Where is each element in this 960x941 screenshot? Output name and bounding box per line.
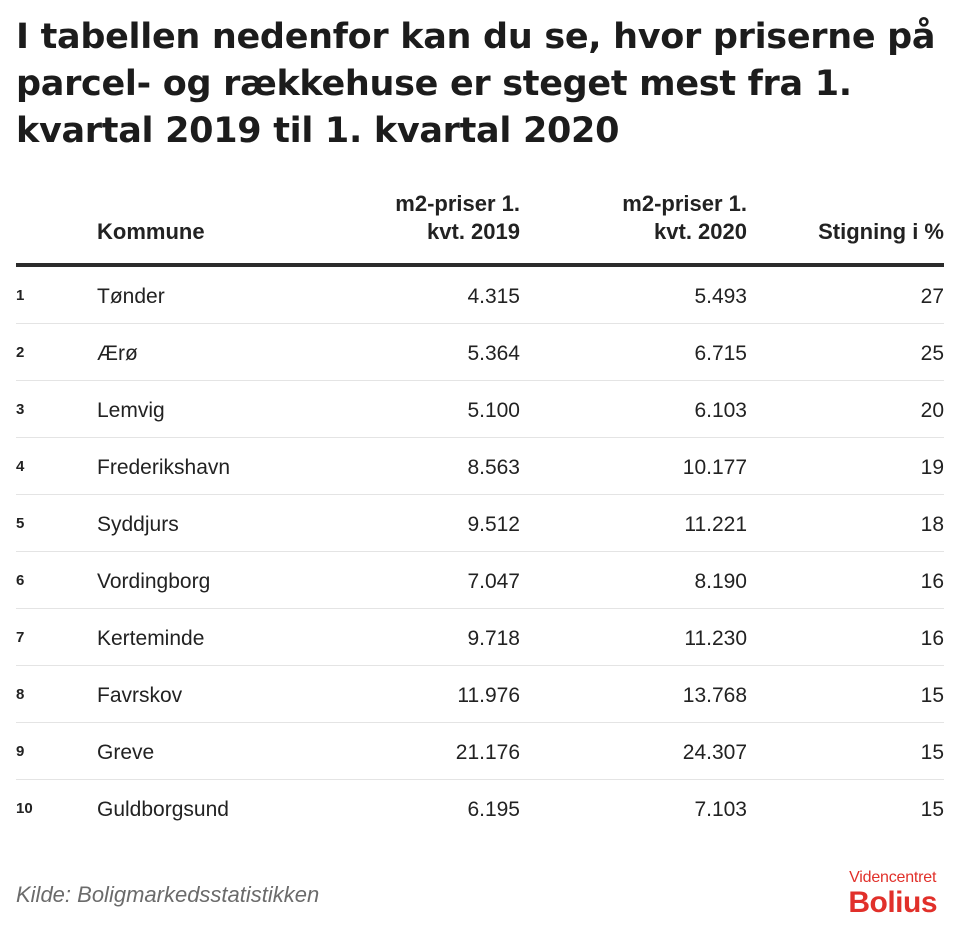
row-stigning: 27 xyxy=(920,285,944,308)
page-title: I tabellen nedenfor kan du se, hvor pris… xyxy=(16,17,936,151)
row-stigning: 18 xyxy=(920,513,944,536)
source-note: Kilde: Boligmarkedsstatistikken xyxy=(16,882,320,907)
table-row: 9 Greve 21.176 24.307 15 xyxy=(16,723,944,780)
row-m2-2019: 9.718 xyxy=(467,627,520,650)
row-m2-2020: 7.103 xyxy=(694,798,747,821)
row-stigning: 19 xyxy=(920,456,944,479)
table-row: 6 Vordingborg 7.047 8.190 16 xyxy=(16,552,944,609)
row-kommune: Lemvig xyxy=(97,399,165,422)
row-m2-2020: 8.190 xyxy=(694,570,747,593)
header-m2-2019-line-1: m2-priser 1. xyxy=(395,191,520,216)
header-m2-2019: m2-priser 1. kvt. 2019 xyxy=(395,190,520,246)
row-m2-2020: 5.493 xyxy=(694,285,747,308)
row-stigning: 15 xyxy=(920,741,944,764)
row-kommune: Ærø xyxy=(97,342,138,365)
row-rank: 7 xyxy=(16,629,25,646)
row-m2-2019: 5.364 xyxy=(467,342,520,365)
row-m2-2019: 5.100 xyxy=(467,399,520,422)
row-stigning: 20 xyxy=(920,399,944,422)
bolius-logo: Videncentret Bolius xyxy=(848,869,937,919)
header-stigning: Stigning i % xyxy=(818,219,944,244)
row-m2-2019: 4.315 xyxy=(467,285,520,308)
row-m2-2019: 9.512 xyxy=(467,513,520,536)
row-m2-2020: 11.221 xyxy=(684,513,747,536)
logo-wordmark: Bolius xyxy=(848,886,937,919)
row-kommune: Vordingborg xyxy=(97,570,211,593)
table-row: 5 Syddjurs 9.512 11.221 18 xyxy=(16,495,944,552)
row-stigning: 15 xyxy=(920,798,944,821)
row-m2-2020: 10.177 xyxy=(682,456,747,479)
row-kommune: Syddjurs xyxy=(97,513,179,536)
row-stigning: 16 xyxy=(920,627,944,650)
row-rank: 3 xyxy=(16,401,25,418)
table-row: 2 Ærø 5.364 6.715 25 xyxy=(16,324,944,381)
row-m2-2020: 13.768 xyxy=(682,684,747,707)
header-m2-2019-line-2: kvt. 2019 xyxy=(427,219,520,244)
row-m2-2020: 6.715 xyxy=(694,342,747,365)
row-stigning: 16 xyxy=(920,570,944,593)
row-kommune: Guldborgsund xyxy=(97,798,229,821)
table-row: 4 Frederikshavn 8.563 10.177 19 xyxy=(16,438,944,495)
row-rank: 4 xyxy=(16,458,25,475)
table-body: 1 Tønder 4.315 5.493 27 2 Ærø 5.364 6.715 25 3 Lemv… xyxy=(16,267,944,836)
header-m2-2020: m2-priser 1. kvt. 2020 xyxy=(622,190,747,246)
row-m2-2020: 6.103 xyxy=(694,399,747,422)
row-rank: 10 xyxy=(16,800,33,817)
table-row: 3 Lemvig 5.100 6.103 20 xyxy=(16,381,944,438)
row-m2-2020: 24.307 xyxy=(682,741,747,764)
row-rank: 6 xyxy=(16,572,25,589)
price-table: Kommune m2-priser 1. kvt. 2019 m2-priser… xyxy=(16,188,944,836)
row-kommune: Favrskov xyxy=(97,684,183,707)
row-m2-2019: 7.047 xyxy=(467,570,520,593)
row-m2-2019: 8.563 xyxy=(467,456,520,479)
table-row: 7 Kerteminde 9.718 11.230 16 xyxy=(16,609,944,666)
row-kommune: Greve xyxy=(97,741,155,764)
header-m2-2020-line-2: kvt. 2020 xyxy=(654,219,747,244)
row-kommune: Tønder xyxy=(97,285,165,308)
logo-subtitle: Videncentret xyxy=(849,869,937,886)
row-rank: 2 xyxy=(16,344,25,361)
row-m2-2020: 11.230 xyxy=(684,627,747,650)
table-header: Kommune m2-priser 1. kvt. 2019 m2-priser… xyxy=(16,188,944,267)
row-rank: 5 xyxy=(16,515,25,532)
row-kommune: Kerteminde xyxy=(97,627,205,650)
row-stigning: 15 xyxy=(920,684,944,707)
table-row: 1 Tønder 4.315 5.493 27 xyxy=(16,267,944,324)
row-rank: 1 xyxy=(16,287,25,304)
row-stigning: 25 xyxy=(920,342,944,365)
header-kommune: Kommune xyxy=(97,219,205,244)
table-row: 10 Guldborgsund 6.195 7.103 15 xyxy=(16,780,944,836)
row-m2-2019: 6.195 xyxy=(467,798,520,821)
row-rank: 9 xyxy=(16,743,25,760)
row-m2-2019: 11.976 xyxy=(457,684,520,707)
row-rank: 8 xyxy=(16,686,25,703)
table-row: 8 Favrskov 11.976 13.768 15 xyxy=(16,666,944,723)
header-m2-2020-line-1: m2-priser 1. xyxy=(622,191,747,216)
row-m2-2019: 21.176 xyxy=(455,741,520,764)
row-kommune: Frederikshavn xyxy=(97,456,231,479)
